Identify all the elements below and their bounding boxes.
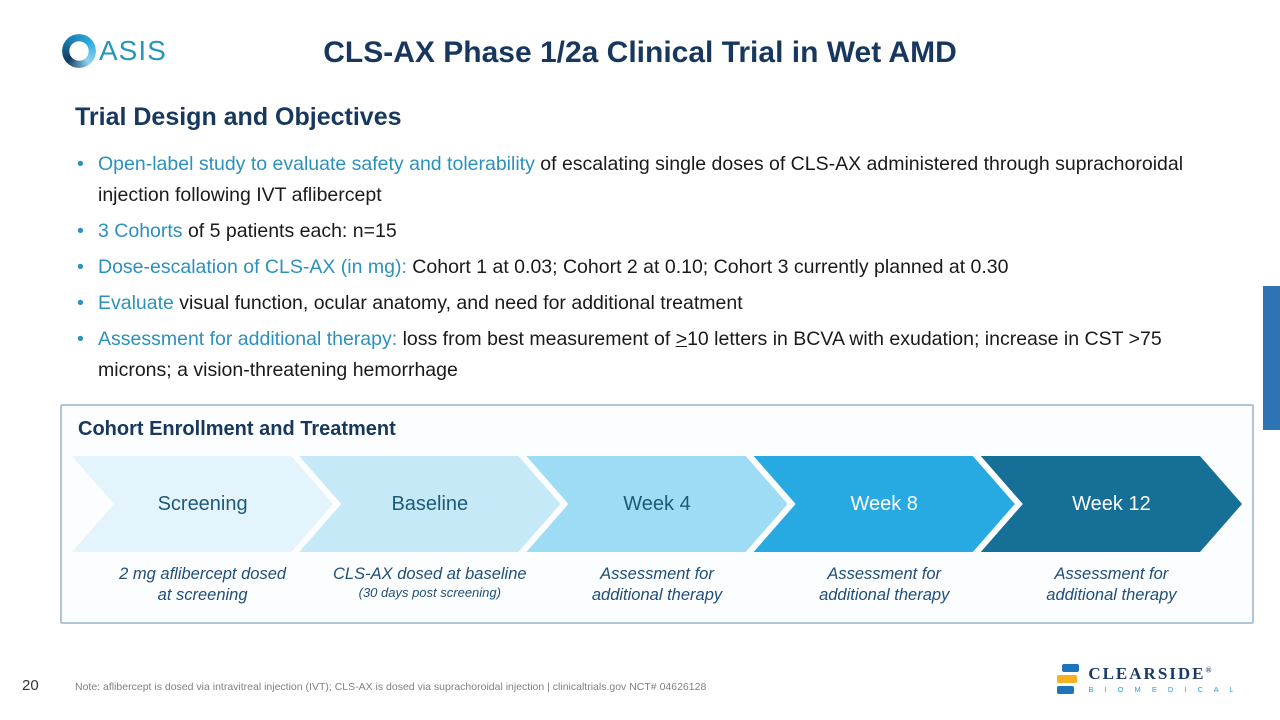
slide-title: CLS-AX Phase 1/2a Clinical Trial in Wet … xyxy=(323,36,957,69)
clearside-subtitle: B I O M E D I C A L xyxy=(1088,684,1238,694)
cohort-box-heading: Cohort Enrollment and Treatment xyxy=(78,418,396,440)
timeline-caption-row: 2 mg aflibercept dosed at screening CLS-… xyxy=(72,564,1242,607)
stage-caption-text: Assessment for additional therapy xyxy=(1046,565,1177,605)
stage-chevron-week4: Week 4 xyxy=(526,456,787,552)
stage-caption-baseline: CLS-AX dosed at baseline (30 days post s… xyxy=(299,564,560,607)
right-accent-bar xyxy=(1263,286,1280,430)
cohort-enrollment-box: Cohort Enrollment and Treatment Screenin… xyxy=(60,404,1254,624)
footnote: Note: aflibercept is dosed via intravitr… xyxy=(75,681,707,693)
bullet-item-open-label: Open-label study to evaluate safety and … xyxy=(75,149,1235,211)
bullet-lead: 3 Cohorts xyxy=(98,220,183,242)
bullet-text: loss from best measurement of xyxy=(397,328,676,350)
bullet-list: Open-label study to evaluate safety and … xyxy=(75,149,1235,391)
stage-chevron-week12: Week 12 xyxy=(981,456,1242,552)
stage-label: Screening xyxy=(157,492,248,515)
bullet-lead: Evaluate xyxy=(98,292,174,314)
stage-label: Baseline xyxy=(391,492,469,515)
stage-caption-text: CLS-AX dosed at baseline xyxy=(333,565,527,583)
bullet-text: of 5 patients each: n=15 xyxy=(182,220,397,242)
oasis-o-icon xyxy=(62,34,96,68)
stage-caption-text-wrap: CLS-AX dosed at baseline (30 days post s… xyxy=(317,564,542,602)
greater-equal-text: > xyxy=(675,328,688,350)
bullet-item-cohorts: 3 Cohorts of 5 patients each: n=15 xyxy=(75,216,1235,247)
bullet-text: Cohort 1 at 0.03; Cohort 2 at 0.10; Coho… xyxy=(406,256,1009,278)
stage-chevron-screening: Screening xyxy=(72,456,333,552)
bullet-text: visual function, ocular anatomy, and nee… xyxy=(173,292,743,314)
stage-caption-text: 2 mg aflibercept dosed at screening xyxy=(119,565,287,605)
clearside-name-text: CLEARSIDE xyxy=(1088,663,1206,683)
registered-mark: ® xyxy=(1205,664,1212,674)
stage-label: Week 4 xyxy=(623,492,691,515)
bullet-lead: Assessment for additional therapy: xyxy=(98,328,398,350)
bullet-lead: Open-label study to evaluate safety and … xyxy=(98,153,535,175)
timeline-chevron-row: Screening Baseline Week 4 Week 8 Week 12 xyxy=(72,456,1242,552)
section-heading: Trial Design and Objectives xyxy=(75,103,402,131)
page-number: 20 xyxy=(22,677,39,694)
stage-caption-week8: Assessment for additional therapy xyxy=(754,564,1015,607)
bullet-text: of escalating single doses of CLS-AX adm… xyxy=(98,153,1184,206)
stage-chevron-week8: Week 8 xyxy=(754,456,1015,552)
bullet-item-evaluate: Evaluate visual function, ocular anatomy… xyxy=(75,288,1235,319)
oasis-logo: ASIS xyxy=(62,34,167,68)
clearside-s-icon xyxy=(1057,664,1080,694)
bullet-text: 10 letters in BCVA with exudation; incre… xyxy=(98,328,1162,381)
stage-caption-subtext: (30 days post screening) xyxy=(358,585,501,601)
clearside-wordmark: CLEARSIDE® B I O M E D I C A L xyxy=(1088,665,1238,694)
stage-caption-screening: 2 mg aflibercept dosed at screening xyxy=(72,564,333,607)
bullet-item-assessment: Assessment for additional therapy: loss … xyxy=(75,324,1235,386)
bullet-lead: Dose-escalation of CLS-AX (in mg): xyxy=(98,256,407,278)
stage-label: Week 8 xyxy=(850,492,918,515)
stage-caption-week4: Assessment for additional therapy xyxy=(526,564,787,607)
oasis-logo-text: ASIS xyxy=(99,35,167,66)
stage-caption-text: Assessment for additional therapy xyxy=(591,565,723,605)
stage-caption-week12: Assessment for additional therapy xyxy=(981,564,1242,607)
clearside-name: CLEARSIDE® xyxy=(1088,665,1238,682)
stage-label: Week 12 xyxy=(1072,492,1151,515)
stage-chevron-baseline: Baseline xyxy=(299,456,560,552)
stage-caption-text: Assessment for additional therapy xyxy=(819,565,950,605)
bullet-item-dose-escalation: Dose-escalation of CLS-AX (in mg): Cohor… xyxy=(75,252,1235,283)
clearside-logo: CLEARSIDE® B I O M E D I C A L xyxy=(1056,664,1238,694)
